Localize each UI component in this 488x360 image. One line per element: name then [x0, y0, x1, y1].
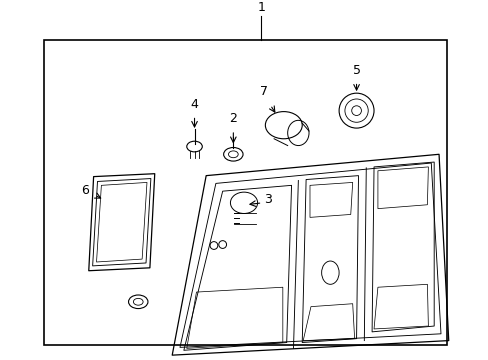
Text: 5: 5 [352, 64, 360, 77]
Text: 6: 6 [81, 184, 89, 197]
Text: 2: 2 [229, 112, 237, 125]
Bar [44, 40, 446, 346]
Text: 4: 4 [190, 98, 198, 111]
Text: 1: 1 [257, 1, 265, 14]
Text: 3: 3 [264, 193, 272, 206]
Text: 7: 7 [260, 85, 268, 98]
